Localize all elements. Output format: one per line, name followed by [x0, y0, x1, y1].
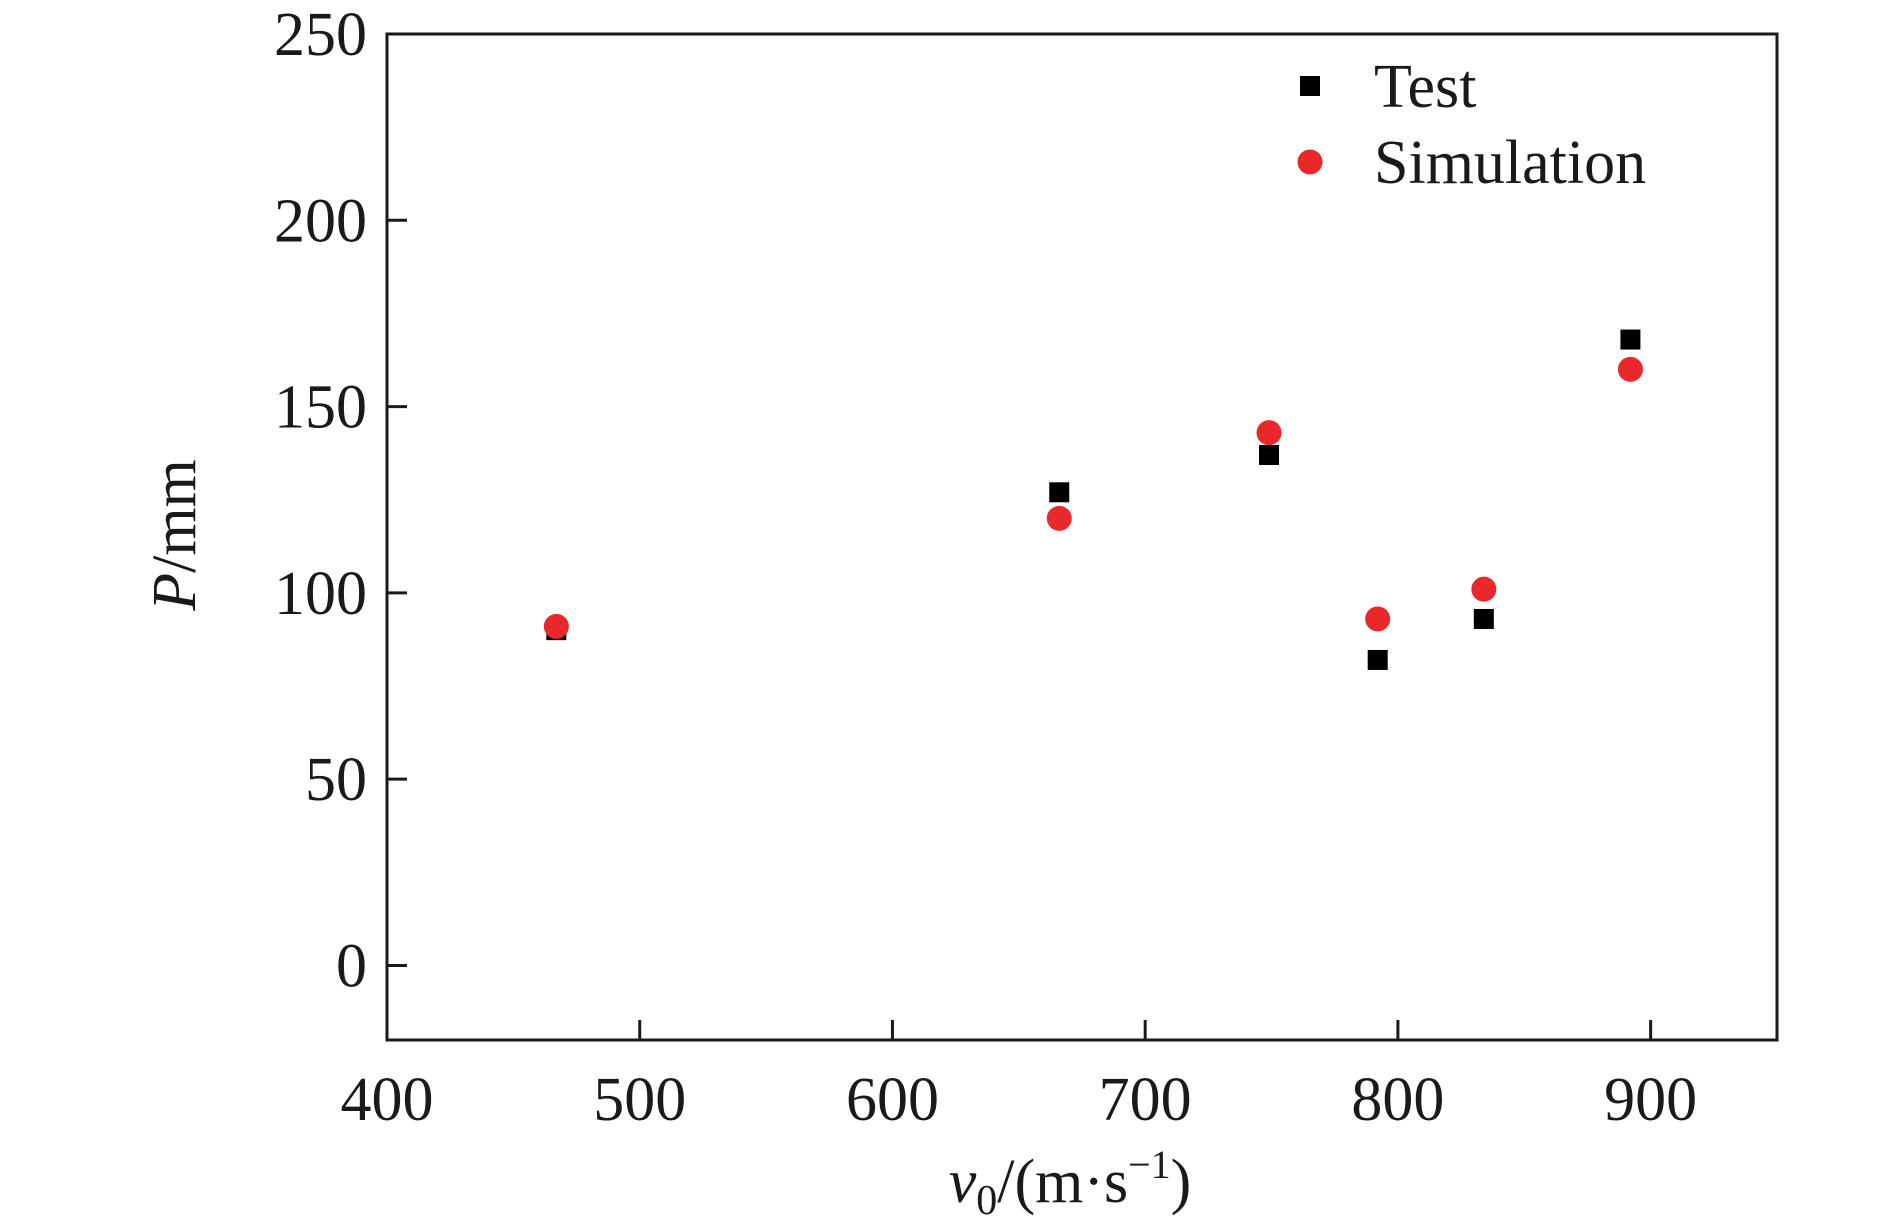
y-tick-label: 200 [274, 187, 367, 255]
test-point [1049, 482, 1070, 503]
test-point [1620, 329, 1641, 350]
simulation-point [1471, 576, 1497, 602]
x-tick-label: 600 [846, 1066, 939, 1134]
simulation-point [1256, 420, 1282, 446]
x-tick-label: 800 [1351, 1066, 1444, 1134]
x-axis-title: v0/(m·s−1) [949, 1142, 1192, 1224]
x-axis-unit-superscript: −1 [1128, 1142, 1171, 1187]
y-axis-variable: P [141, 573, 209, 612]
data-points [543, 329, 1643, 670]
x-tick-label: 400 [341, 1066, 434, 1134]
y-axis: 0 50 100 150 200 250 [274, 1, 407, 1000]
y-axis-unit: /mm [141, 459, 209, 573]
test-point [1473, 608, 1494, 629]
y-tick-label: 150 [274, 374, 367, 442]
x-axis-subscript: 0 [976, 1178, 997, 1224]
y-tick-label: 50 [305, 746, 367, 814]
x-axis-unit-prefix: /(m·s [997, 1148, 1128, 1216]
plot-border [385, 32, 1779, 1042]
simulation-point [1046, 505, 1072, 531]
legend-test-marker [1300, 76, 1320, 96]
x-tick-label: 500 [593, 1066, 686, 1134]
simulation-point [1365, 606, 1391, 632]
simulation-point [543, 613, 569, 639]
x-axis-unit-suffix: ) [1171, 1148, 1192, 1216]
test-point [1259, 445, 1280, 466]
y-tick-label: 100 [274, 560, 367, 628]
simulation-point [1617, 356, 1643, 382]
legend-simulation-label: Simulation [1374, 129, 1646, 197]
x-tick-label: 900 [1604, 1066, 1697, 1134]
y-tick-label: 0 [336, 932, 367, 1000]
plot-area [385, 32, 1779, 1042]
x-axis: 400 500 600 700 800 900 [341, 1020, 1697, 1134]
y-tick-label: 250 [274, 1, 367, 69]
x-tick-label: 700 [1099, 1066, 1192, 1134]
x-axis-variable: v [949, 1148, 977, 1216]
test-point [1367, 649, 1388, 670]
legend-test-label: Test [1374, 53, 1476, 121]
legend: Test Simulation [1297, 53, 1646, 197]
y-axis-title: P/mm [141, 459, 209, 612]
legend-simulation-marker [1297, 149, 1323, 175]
